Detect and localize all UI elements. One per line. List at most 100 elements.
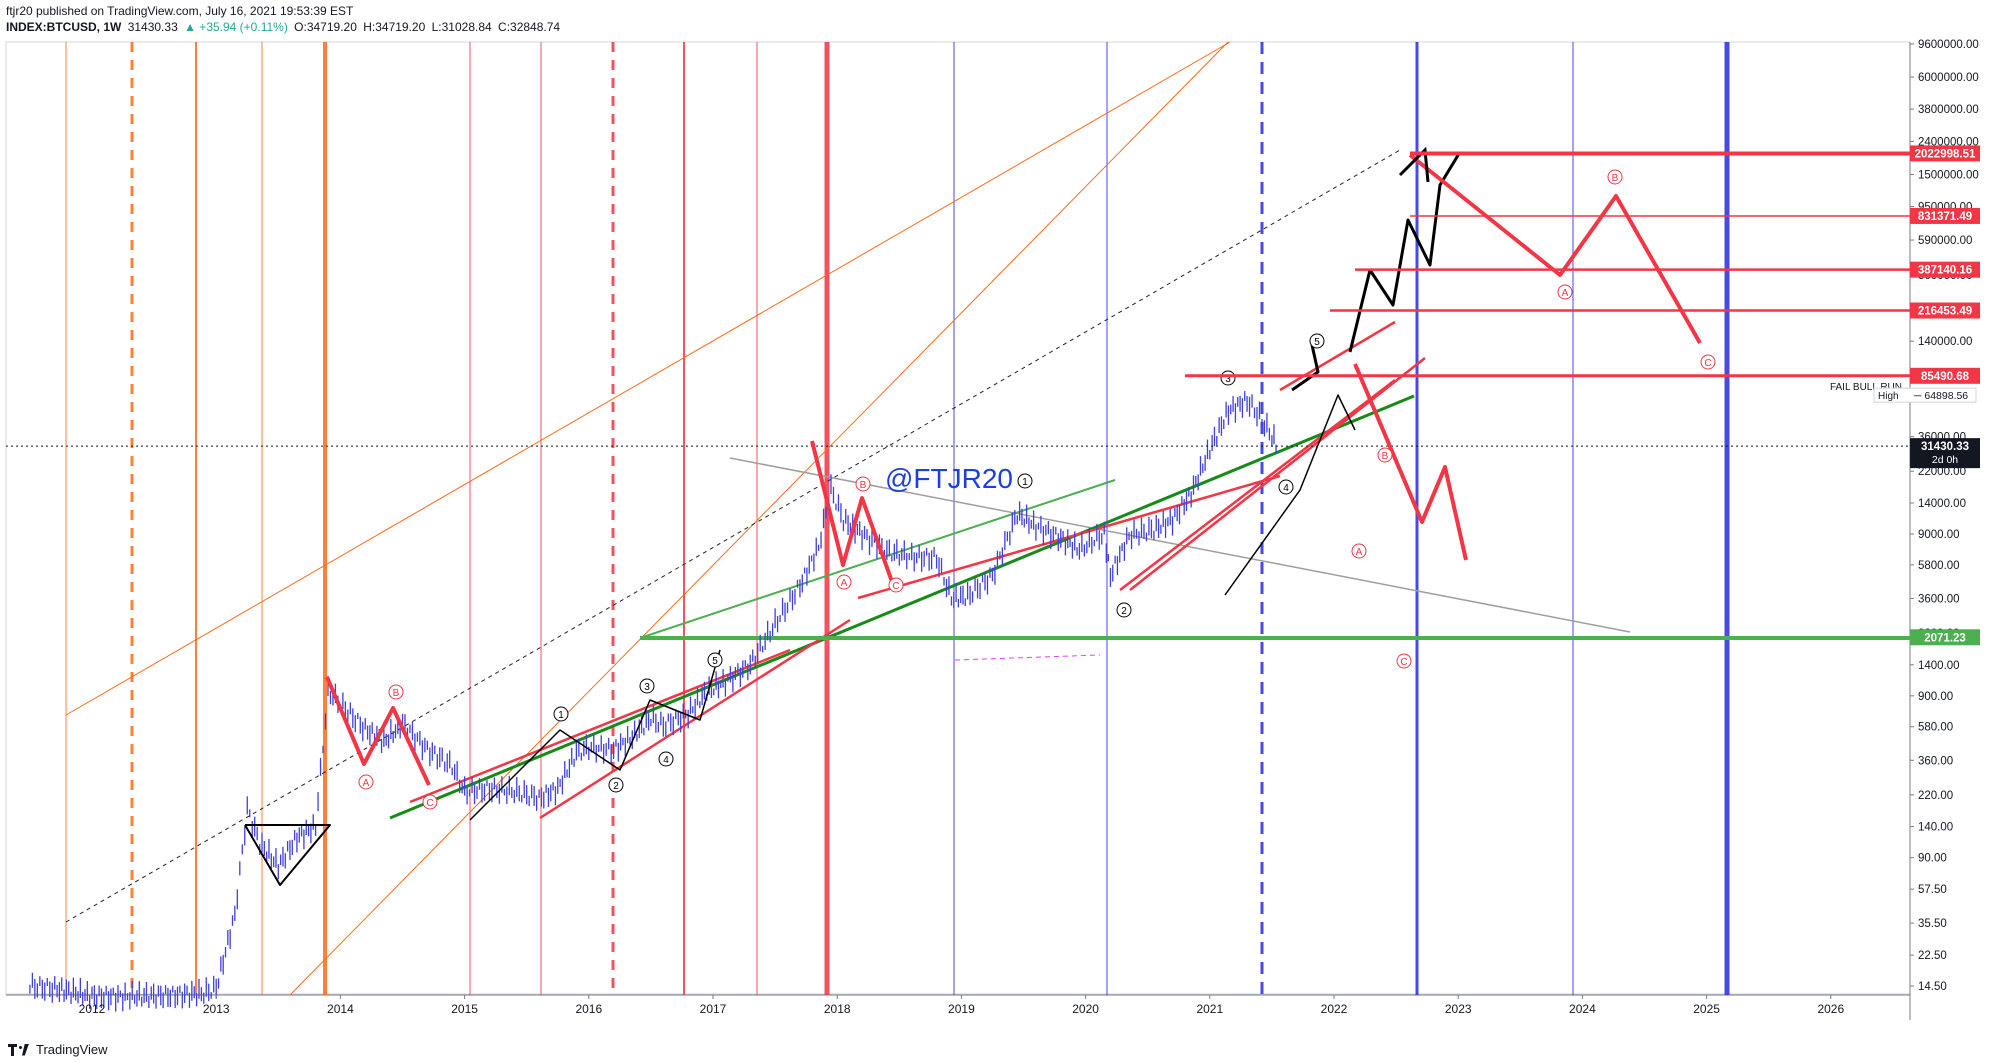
price-tag-value: 216453.49 [1918, 306, 1972, 318]
x-tick-label: 2012 [79, 1002, 106, 1016]
symbol-label[interactable]: INDEX:BTCUSD, 1W [6, 20, 122, 34]
price-axis: 9600000.00 6000000.00 3800000.00 2400000.00… [1910, 39, 1979, 993]
wave-path [325, 676, 431, 786]
y-tick-label: 9000.00 [1918, 529, 1960, 541]
wave-label-circle [388, 684, 404, 700]
wave-label-text: 2 [1121, 606, 1127, 617]
price-tag-box [1910, 207, 1980, 224]
wave-label-circle [855, 476, 871, 492]
trendline [1279, 320, 1396, 392]
wave-path [1353, 363, 1468, 561]
price-tag-value: 2022998.51 [1915, 148, 1976, 160]
wave-label-text: 2 [613, 781, 619, 792]
price-tag-value: 831371.49 [1918, 211, 1972, 223]
time-axis: 2012 2013 2014 2015 2016 2017 2018 2019 2020 2021… [79, 995, 1844, 1016]
trendline [539, 618, 851, 820]
ohlc-legend: INDEX:BTCUSD, 1W 31430.33 ▲ +35.94 (+0.1… [6, 19, 563, 35]
y-tick-label: 900.00 [1918, 691, 1953, 703]
trendline [65, 41, 1231, 716]
plot-area-border [5, 41, 1911, 995]
price-tag-box [1910, 302, 1980, 319]
wave-label-circle [1309, 333, 1325, 349]
fail-bull-run-note: FAIL BULL RUN [1830, 382, 1902, 393]
low-value: L:31028.84 [431, 20, 492, 34]
footer-brand[interactable]: TradingView [8, 1042, 108, 1057]
wave-label-text: 4 [663, 755, 669, 766]
wave-label-text: A [841, 578, 848, 589]
high-marker-value: ─ 64898.56 [1913, 390, 1968, 402]
price-tags: 2022998.51 831371.49 387140.16 216453.49 854… [1910, 145, 1980, 646]
x-tick-label: 2015 [451, 1002, 478, 1016]
wave-label-text: C [892, 581, 899, 592]
price-tag-box [1910, 629, 1980, 646]
wave-label-text: C [1704, 358, 1711, 369]
trendline [1129, 357, 1426, 591]
y-tick-label: 2400000.00 [1918, 136, 1979, 148]
wave-label-circle [1116, 602, 1132, 618]
high-marker-label: High [1878, 391, 1899, 402]
wave-label-circle [1351, 543, 1367, 559]
arrow-head-icon [1398, 146, 1430, 183]
wave-label-text: 4 [1283, 483, 1289, 494]
wave-label-text: B [1612, 173, 1619, 184]
y-tick-label: 14.50 [1918, 981, 1947, 993]
price-tag-value: 2071.23 [1924, 632, 1966, 644]
wave-label-circle [358, 774, 374, 790]
x-tick-label: 2016 [575, 1002, 602, 1016]
price-tag-box [1910, 438, 1980, 469]
x-tick-label: 2014 [327, 1002, 354, 1016]
wave-label-circle [836, 574, 852, 590]
x-tick-label: 2021 [1196, 1002, 1223, 1016]
publish-info: ftjr20 published on TradingView.com, Jul… [6, 4, 354, 18]
wave-path [469, 649, 721, 821]
price-tag-countdown: 2d 0h [1932, 454, 1958, 466]
y-tick-label: 9600000.00 [1918, 39, 1979, 51]
wave-label-text: 1 [1022, 477, 1028, 488]
y-tick-label: 22.50 [1918, 950, 1947, 962]
btc-price-series [6, 391, 1910, 1012]
y-tick-label: 14000.00 [1918, 498, 1966, 510]
trendline [409, 648, 791, 804]
y-tick-label: 90.00 [1918, 853, 1947, 865]
x-tick-label: 2022 [1321, 1002, 1348, 1016]
wave-label-text: B [1382, 451, 1389, 462]
y-tick-label: 3800000.00 [1918, 104, 1979, 116]
wave-label-circle [707, 652, 723, 668]
x-tick-label: 2017 [700, 1002, 727, 1016]
y-tick-label: 3600.00 [1918, 593, 1960, 605]
wave-label-circle [1396, 653, 1412, 669]
author-watermark: @FTJR20 [885, 463, 1013, 494]
last-price: 31430.33 [127, 20, 178, 34]
footer-brand-label: TradingView [36, 1042, 108, 1057]
price-tag-box [1910, 261, 1980, 278]
trendline [65, 149, 1401, 923]
wave-label-text: C [1400, 657, 1407, 668]
wave-label-circle [1700, 354, 1716, 370]
trendline [954, 654, 1101, 661]
wave-label-circle [658, 751, 674, 767]
wave-label-text: 3 [1225, 374, 1231, 385]
trendline [1119, 379, 1396, 591]
wave-label-circle [608, 777, 624, 793]
high-marker-box [1873, 387, 1977, 403]
tradingview-logo-icon [8, 1043, 30, 1056]
wave-label-text: A [1356, 547, 1363, 558]
wave-label-text: B [860, 480, 867, 491]
price-tag-box [1910, 367, 1980, 384]
price-change: ▲ +35.94 (+0.11%) [184, 20, 288, 34]
price-tag-value: 387140.16 [1918, 265, 1972, 277]
wave-label-text: A [1562, 288, 1569, 299]
wave-label-text: C [426, 798, 433, 809]
x-tick-label: 2023 [1445, 1002, 1472, 1016]
close-value: C:32848.74 [498, 20, 561, 34]
x-tick-label: 2013 [203, 1002, 230, 1016]
wave-label-circle [888, 577, 904, 593]
wave-label-circle [1377, 447, 1393, 463]
y-tick-label: 35.50 [1918, 918, 1947, 930]
wave-label-text: 5 [712, 656, 718, 667]
wave-label-text: 1 [558, 710, 564, 721]
wave-path [1408, 153, 1702, 344]
x-tick-label: 2026 [1817, 1002, 1844, 1016]
wave-label-text: 5 [1314, 337, 1320, 348]
